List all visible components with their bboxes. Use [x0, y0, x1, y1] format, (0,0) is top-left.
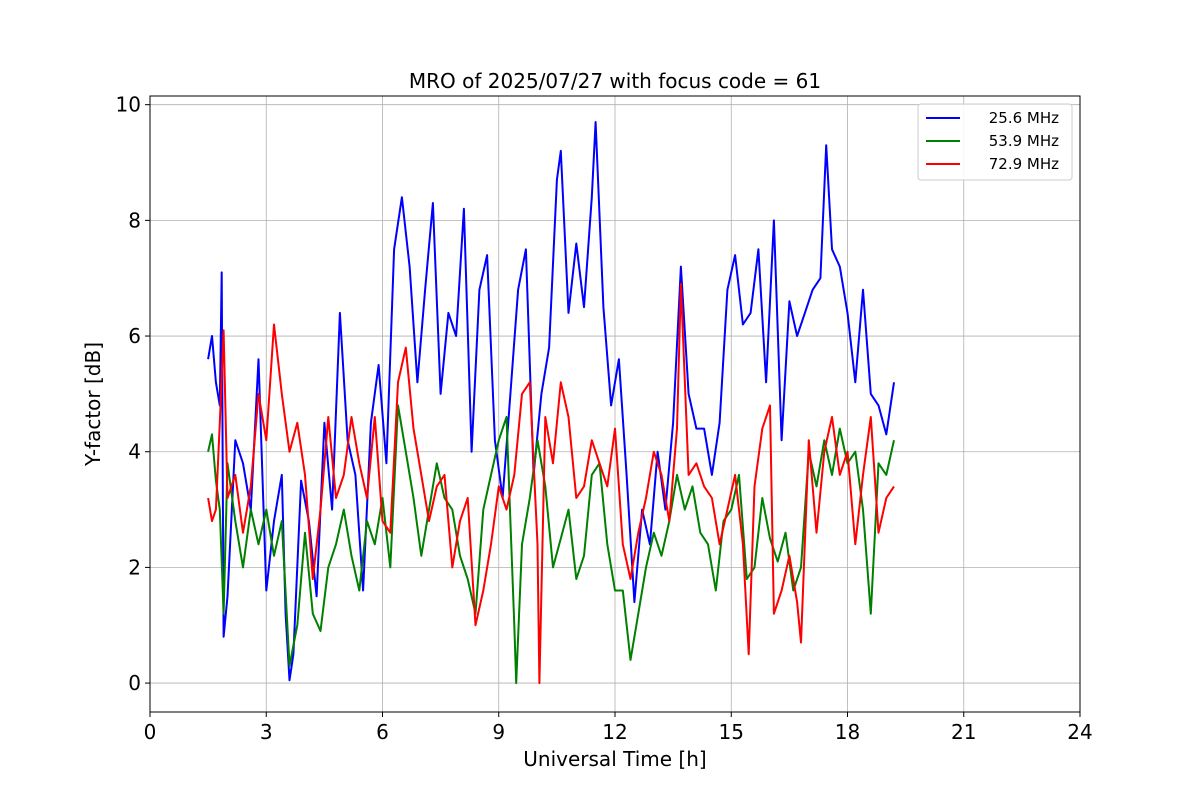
y-tick-label: 0 [128, 671, 141, 695]
y-tick-label: 6 [128, 324, 141, 348]
x-axis-label: Universal Time [h] [523, 747, 706, 771]
x-tick-label: 18 [835, 720, 860, 744]
x-tick-label: 3 [260, 720, 273, 744]
x-tick-label: 24 [1067, 720, 1092, 744]
x-tick-label: 12 [602, 720, 627, 744]
legend-label-25-6-mhz: 25.6 MHz [989, 109, 1059, 127]
x-tick-label: 6 [376, 720, 389, 744]
y-tick-label: 10 [116, 93, 141, 117]
y-tick-label: 2 [128, 555, 141, 579]
y-tick-label: 4 [128, 440, 141, 464]
y-axis-label: Y-factor [dB] [81, 342, 105, 467]
series-line-25-6-mhz [207, 121, 895, 682]
legend: 25.6 MHz 53.9 MHz 72.9 MHz [917, 103, 1073, 181]
series-line-72-9-mhz [207, 283, 895, 685]
grid [149, 96, 1081, 712]
y-tick-label: 8 [128, 208, 141, 232]
x-tick-label: 0 [144, 720, 157, 744]
plot-area [207, 121, 895, 685]
legend-box [917, 103, 1073, 181]
legend-label-72-9-mhz: 72.9 MHz [989, 155, 1059, 173]
legend-label-53-9-mhz: 53.9 MHz [989, 132, 1059, 150]
x-tick-label: 21 [951, 720, 976, 744]
x-tick-label: 9 [492, 720, 505, 744]
chart-title: MRO of 2025/07/27 with focus code = 61 [409, 69, 821, 93]
x-tick-label: 15 [719, 720, 744, 744]
series-line-53-9-mhz [207, 404, 895, 685]
